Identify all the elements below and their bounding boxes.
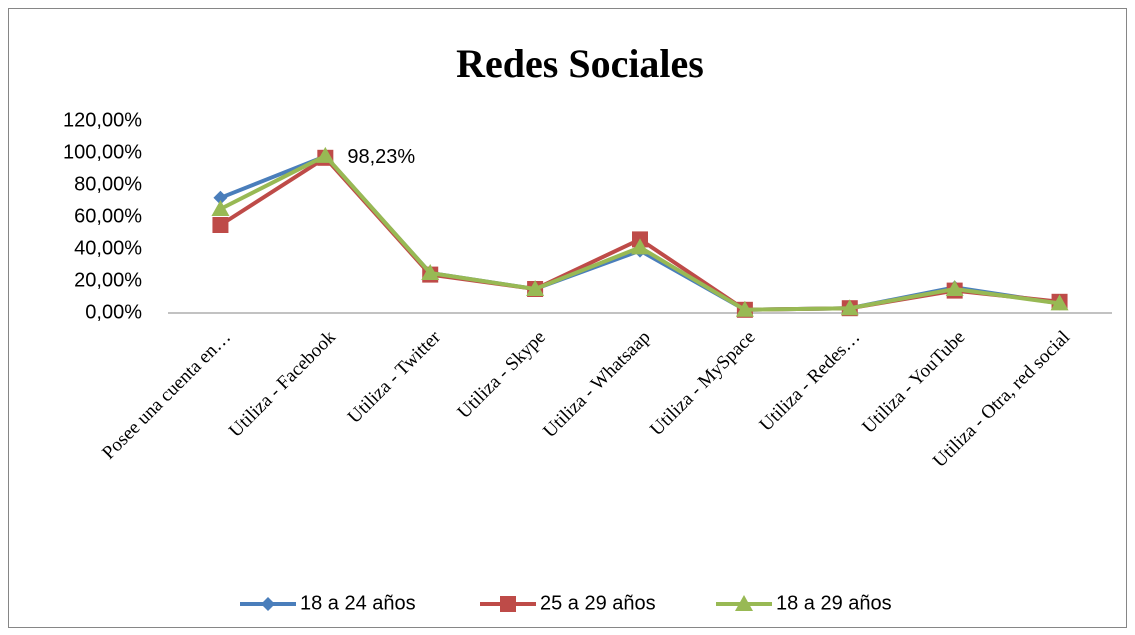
marker [735, 300, 754, 317]
legend-marker [735, 595, 753, 611]
marker [840, 299, 859, 316]
marker [631, 238, 649, 255]
data-label: 98,23% [347, 146, 415, 168]
y-tick-label: 0,00% [85, 301, 142, 323]
marker [316, 146, 335, 163]
marker [213, 190, 228, 205]
y-tick-label: 40,00% [74, 237, 142, 259]
legend-label: 18 a 24 años [300, 592, 416, 614]
legend-label: 18 a 29 años [776, 592, 892, 614]
marker [945, 280, 964, 296]
y-tick-label: 80,00% [74, 173, 142, 195]
y-tick-label: 60,00% [74, 205, 142, 227]
legend-marker [500, 596, 516, 612]
y-tick-label: 20,00% [74, 269, 142, 291]
chart-title: Redes Sociales [456, 41, 704, 86]
y-tick-label: 100,00% [63, 141, 142, 163]
marker [421, 264, 440, 280]
marker [211, 200, 230, 216]
legend-label: 25 a 29 años [540, 592, 656, 614]
legend-marker [261, 597, 275, 611]
chart-frame [8, 8, 1127, 628]
marker [526, 280, 545, 296]
marker [212, 217, 229, 233]
marker [1050, 294, 1069, 311]
y-tick-label: 120,00% [63, 109, 142, 131]
